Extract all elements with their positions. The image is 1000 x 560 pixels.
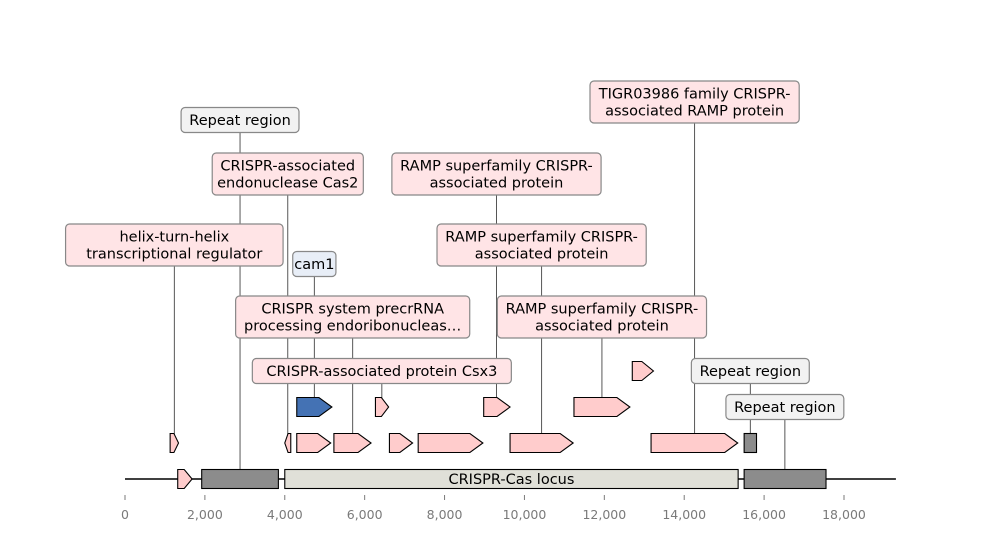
repeat-region-block (743, 468, 827, 490)
x-axis: 0 2,000 4,000 6,000 8,000 10,000 12,000 14,000 1… (121, 495, 866, 522)
axis-tick-label: 0 (121, 507, 129, 522)
repeat-region-block (743, 432, 758, 454)
axis-tick-label: 2,000 (187, 507, 223, 522)
gene-arrow (631, 360, 655, 382)
repeat-region-block (201, 468, 279, 490)
feature-label: TIGR03986 family CRISPR-associated RAMP … (589, 80, 800, 124)
axis-tick-label: 6,000 (347, 507, 383, 522)
gene-arrow (483, 396, 511, 418)
feature-label: helix-turn-helix transcriptional regulato… (64, 223, 284, 267)
label-box (235, 295, 471, 339)
label-box (211, 152, 364, 196)
feature-label: CRISPR-associated protein Csx3 (251, 357, 512, 385)
axis-tick-label: 4,000 (267, 507, 303, 522)
gene-arrow (177, 468, 193, 490)
axis-tick-label: 16,000 (742, 507, 786, 522)
label-box (251, 357, 512, 385)
feature-label: CRISPR-associated endonuclease Cas2 (211, 152, 364, 196)
feature-label: Repeat region (725, 393, 845, 421)
label-text: cam1 (294, 257, 334, 273)
label-text: TIGR03986 family CRISPR-associated RAMP … (598, 87, 791, 120)
axis-tick-label: 8,000 (427, 507, 463, 522)
gene-arrow (388, 432, 414, 454)
label-text: CRISPR-associated endonuclease Cas2 (217, 159, 358, 192)
axis-tick-label: 18,000 (822, 507, 866, 522)
gene-arrow (333, 432, 372, 454)
gene-arrow (417, 432, 484, 454)
crispr-cas-locus (284, 468, 739, 490)
feature-label: Repeat region (180, 106, 300, 134)
label-text: RAMP superfamily CRISPR-associated prote… (400, 159, 593, 192)
axis-tick-label: 14,000 (662, 507, 706, 522)
label-box (64, 223, 284, 267)
gene-arrow (509, 432, 575, 454)
label-box (725, 393, 845, 421)
feature-label: CRISPR system precrRNA processing endorib… (235, 295, 471, 339)
label-text: Repeat region (700, 364, 802, 380)
feature-label: RAMP superfamily CRISPR-associated prote… (391, 152, 602, 196)
feature-label: RAMP superfamily CRISPR-associated prote… (496, 295, 708, 339)
gene-arrow (284, 432, 292, 454)
label-box (180, 106, 300, 134)
gene-arrow (169, 432, 180, 454)
axis-tick-label: 12,000 (582, 507, 626, 522)
label-box (292, 250, 337, 278)
locus-label: CRISPR-Cas locus (448, 472, 574, 488)
gene-arrow (296, 396, 333, 418)
axis-tick-label: 10,000 (503, 507, 547, 522)
label-text: Repeat region (734, 400, 836, 416)
label-text: RAMP superfamily CRISPR-associated prote… (506, 302, 699, 335)
gene-arrow (650, 432, 739, 454)
label-text: CRISPR-associated protein Csx3 (266, 364, 497, 380)
label-text: CRISPR system precrRNA processing endorib… (244, 302, 461, 335)
feature-labels: Repeat region CRISPR-Cas locus Repeat regi… (64, 80, 845, 488)
gene-arrow (374, 396, 390, 418)
gene-arrow (296, 432, 332, 454)
label-box (391, 152, 602, 196)
label-box (436, 223, 647, 267)
label-text: helix-turn-helix transcriptional regulato… (86, 230, 262, 263)
gene-arrow (573, 396, 631, 418)
feature-label: Repeat region (690, 357, 810, 385)
feature-track (169, 360, 827, 490)
label-box (496, 295, 708, 339)
feature-label: RAMP superfamily CRISPR-associated prote… (436, 223, 647, 267)
feature-label: cam1 (292, 250, 337, 278)
label-box (589, 80, 800, 124)
label-text: RAMP superfamily CRISPR-associated prote… (445, 230, 638, 263)
label-text: Repeat region (189, 113, 291, 129)
label-box (690, 357, 810, 385)
